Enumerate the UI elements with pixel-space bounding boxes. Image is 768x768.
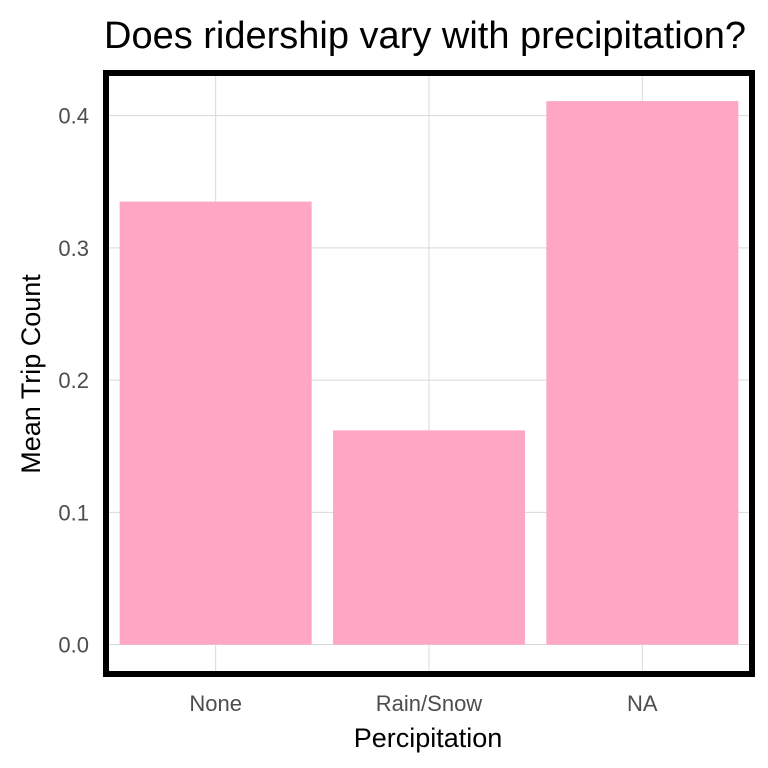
bars (119, 101, 739, 645)
y-tick-label: 0.2 (58, 368, 89, 393)
chart-title: Does ridership vary with precipitation? (104, 15, 746, 57)
bar-none (119, 201, 312, 645)
bar-rain-snow (333, 430, 525, 645)
y-tick-label: 0.0 (58, 633, 89, 658)
x-axis-label: Percipitation (354, 723, 503, 753)
y-axis-ticks: 0.0 0.1 0.2 0.3 0.4 (58, 104, 89, 658)
bar-na (546, 101, 739, 645)
y-tick-label: 0.4 (58, 104, 89, 129)
x-tick-label: Rain/Snow (376, 691, 483, 716)
x-tick-label: None (189, 691, 242, 716)
y-axis-label: Mean Trip Count (16, 274, 46, 474)
y-tick-label: 0.1 (58, 500, 89, 525)
plot-frame (103, 70, 755, 677)
x-tick-label: NA (627, 691, 658, 716)
y-tick-label: 0.3 (58, 236, 89, 261)
x-axis-ticks: None Rain/Snow NA (189, 691, 658, 716)
